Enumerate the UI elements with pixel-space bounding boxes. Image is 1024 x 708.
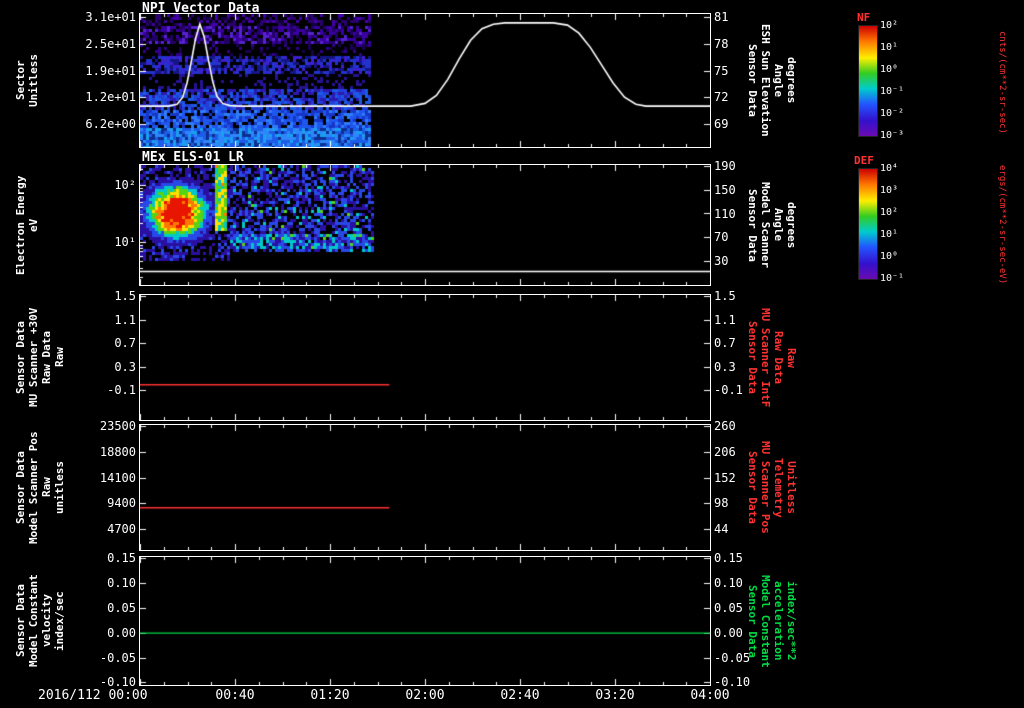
panel-model-constant-velocity-ytick-left: 0.00 bbox=[107, 625, 136, 640]
panel-model-constant-velocity-ytick-left: 0.15 bbox=[107, 551, 136, 565]
panel-npi-ytick-left: 3.1e+01 bbox=[85, 10, 136, 25]
time-axis-tick-label: 01:20 bbox=[310, 688, 350, 703]
panel-title-els: MEx ELS-01 LR bbox=[142, 150, 244, 165]
panel-els-ytick-left: 10¹ bbox=[114, 235, 136, 249]
panel-model-scanner-pos-ytick-right: 260 bbox=[714, 419, 736, 434]
panel-npi-ytick-right: 72 bbox=[714, 90, 729, 105]
panel-els-canvas bbox=[140, 165, 710, 285]
colorbar-nf-tick-label: 10¹ bbox=[880, 42, 899, 53]
panel-mu-scanner-30v-ytick-right: 0.3 bbox=[714, 359, 736, 374]
panel-mu-scanner-30v-right-title: Sensor Data MU Scanner IntF Raw Data Raw bbox=[746, 307, 798, 408]
panel-els-ytick-right: 150 bbox=[714, 182, 736, 197]
panel-mu-scanner-30v-ytick-left: 0.7 bbox=[114, 336, 136, 351]
panel-mu-scanner-30v-ytick-left: 0.3 bbox=[114, 359, 136, 374]
time-axis-tick-label: 04:00 bbox=[690, 688, 730, 703]
panel-els-frame bbox=[139, 164, 711, 286]
colorbar-nf-tick-label: 10⁻³ bbox=[880, 130, 905, 141]
panel-npi-left-title: Sector Unitless bbox=[14, 54, 40, 107]
panel-els-ytick-left: 10² bbox=[114, 178, 136, 192]
time-axis-tick-label: 02:40 bbox=[500, 688, 540, 703]
panel-npi-ytick-left: 6.2e+00 bbox=[85, 116, 136, 131]
panel-model-constant-velocity-ytick-left: 0.05 bbox=[107, 600, 136, 615]
panel-npi-ytick-right: 81 bbox=[714, 10, 729, 25]
panel-model-scanner-pos-frame bbox=[139, 424, 711, 551]
colorbar-def-tick-label: 10⁻¹ bbox=[880, 273, 905, 284]
colorbar-nf-tick-label: 10⁰ bbox=[880, 64, 899, 75]
panel-model-scanner-pos-ytick-right: 152 bbox=[714, 470, 736, 485]
panel-mu-scanner-30v-ytick-right: 1.5 bbox=[714, 289, 736, 304]
time-axis-tick-label: 02:00 bbox=[405, 688, 445, 703]
panel-model-scanner-pos-ytick-left: 23500 bbox=[99, 419, 136, 434]
panel-mu-scanner-30v-ytick-left: 1.1 bbox=[114, 312, 136, 327]
colorbar-def-tick-label: 10⁰ bbox=[880, 251, 899, 262]
panel-model-constant-velocity-canvas bbox=[140, 557, 710, 685]
panel-els-left-title: Electron Energy eV bbox=[14, 175, 40, 275]
panel-model-scanner-pos-ytick-left: 14100 bbox=[99, 470, 136, 485]
panel-model-constant-velocity-ytick-right: 0.05 bbox=[714, 600, 743, 615]
panel-mu-scanner-30v-ytick-right: 1.1 bbox=[714, 312, 736, 327]
panel-model-scanner-pos-left-title: Sensor Data Model Scanner Pos Raw unitless bbox=[14, 431, 66, 544]
panel-els-right-title: Sensor Data Model Scanner Angle degrees bbox=[746, 181, 798, 269]
panel-model-scanner-pos-ytick-right: 44 bbox=[714, 522, 729, 537]
panel-model-scanner-pos-ytick-right: 206 bbox=[714, 444, 736, 459]
panel-mu-scanner-30v-left-title: Sensor Data MU Scanner +30V Raw Data Raw bbox=[14, 307, 66, 408]
colorbar-def bbox=[858, 168, 878, 280]
colorbar-nf-units: cnts/(cm**2-sr-sec) bbox=[997, 30, 1007, 134]
colorbar-def-tick-label: 10¹ bbox=[880, 229, 899, 240]
panel-mu-scanner-30v-canvas bbox=[140, 295, 710, 420]
time-axis-tick-label: 00:40 bbox=[215, 688, 255, 703]
panel-npi-ytick-left: 2.5e+01 bbox=[85, 36, 136, 51]
panel-npi-frame bbox=[139, 13, 711, 148]
colorbar-nf-tick-label: 10⁻¹ bbox=[880, 86, 905, 97]
panel-model-constant-velocity-left-title: Sensor Data Model Constant velocity index/s… bbox=[14, 574, 66, 668]
colorbar-nf bbox=[858, 25, 878, 137]
panel-model-constant-velocity-ytick-right: 0.10 bbox=[714, 575, 743, 590]
panel-model-scanner-pos-ytick-left: 9400 bbox=[107, 496, 136, 511]
time-axis-tick-label: 03:20 bbox=[595, 688, 635, 703]
colorbar-nf-label: NF bbox=[857, 11, 871, 24]
panel-model-constant-velocity-ytick-left: -0.10 bbox=[99, 675, 136, 690]
panel-els-ytick-right: 190 bbox=[714, 159, 736, 173]
panel-els-ytick-right: 30 bbox=[714, 254, 729, 268]
panel-model-constant-velocity-ytick-right: 0.15 bbox=[714, 551, 743, 565]
panel-model-constant-velocity-ytick-left: 0.10 bbox=[107, 575, 136, 590]
panel-model-scanner-pos-ytick-left: 18800 bbox=[99, 444, 136, 459]
colorbar-def-label: DEF bbox=[854, 154, 874, 167]
panel-model-constant-velocity-ytick-right: -0.10 bbox=[714, 675, 751, 690]
panel-model-constant-velocity-ytick-right: -0.05 bbox=[714, 650, 751, 665]
panel-npi-right-title: Sensor Data ESH Sun Elevation Angle degrees bbox=[746, 24, 798, 137]
colorbar-def-units: ergs/(cm**2-sr-sec-eV) bbox=[997, 165, 1007, 285]
colorbar-def-tick-label: 10² bbox=[880, 207, 899, 218]
panel-mu-scanner-30v-ytick-left: 1.5 bbox=[114, 289, 136, 304]
panel-model-constant-velocity-ytick-left: -0.05 bbox=[99, 650, 136, 665]
panel-model-scanner-pos-ytick-right: 98 bbox=[714, 496, 729, 511]
panel-npi-canvas bbox=[140, 14, 710, 147]
panel-els-ytick-right: 70 bbox=[714, 230, 729, 245]
colorbar-nf-tick-label: 10⁻² bbox=[880, 108, 905, 119]
panel-model-constant-velocity-right-title: Sensor Data Model Constant acceleration ind… bbox=[746, 574, 798, 668]
panel-els-ytick-right: 110 bbox=[714, 206, 736, 221]
panel-model-scanner-pos-ytick-left: 4700 bbox=[107, 522, 136, 537]
panel-npi-ytick-left: 1.9e+01 bbox=[85, 63, 136, 78]
panel-model-constant-velocity-ytick-right: 0.00 bbox=[714, 625, 743, 640]
panel-model-constant-velocity-frame bbox=[139, 556, 711, 686]
panel-mu-scanner-30v-ytick-right: 0.7 bbox=[714, 336, 736, 351]
time-axis-start-label: 2016/112 00:00 bbox=[38, 688, 148, 703]
colorbar-nf-tick-label: 10² bbox=[880, 20, 899, 31]
panel-npi-ytick-right: 69 bbox=[714, 116, 729, 131]
panel-mu-scanner-30v-ytick-left: -0.1 bbox=[107, 383, 136, 398]
panel-npi-ytick-left: 1.2e+01 bbox=[85, 90, 136, 105]
colorbar-def-tick-label: 10⁴ bbox=[880, 163, 899, 174]
panel-model-scanner-pos-right-title: Sensor Data MU Scanner Pos Telemetry Unitle… bbox=[746, 441, 798, 534]
panel-title-npi: NPI Vector Data bbox=[142, 1, 260, 16]
panel-npi-ytick-right: 75 bbox=[714, 63, 729, 78]
panel-model-scanner-pos-canvas bbox=[140, 425, 710, 550]
panel-mu-scanner-30v-frame bbox=[139, 294, 711, 421]
panel-mu-scanner-30v-ytick-right: -0.1 bbox=[714, 383, 743, 398]
colorbar-def-tick-label: 10³ bbox=[880, 185, 899, 196]
panel-npi-ytick-right: 78 bbox=[714, 36, 729, 51]
